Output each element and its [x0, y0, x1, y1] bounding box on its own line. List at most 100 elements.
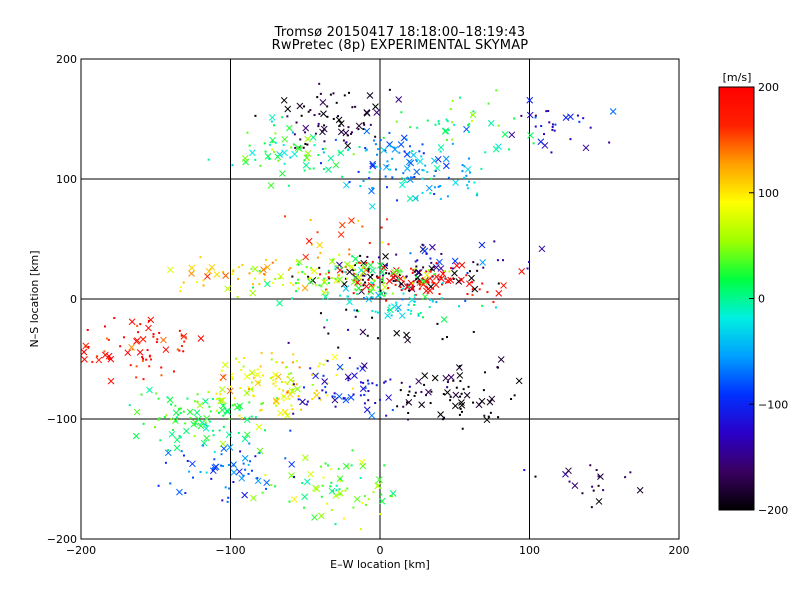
data-point	[420, 279, 423, 282]
data-point	[146, 349, 149, 352]
data-point	[142, 422, 145, 425]
data-point	[353, 309, 356, 312]
data-point-x	[429, 243, 436, 251]
data-point-x	[284, 105, 292, 113]
data-point-x	[274, 153, 282, 161]
data-point-x	[285, 124, 293, 132]
data-point	[478, 288, 481, 291]
data-point	[419, 283, 422, 286]
data-point	[254, 455, 257, 458]
data-point	[283, 162, 286, 165]
data-point	[188, 470, 191, 473]
data-point-x	[167, 266, 174, 274]
data-point	[160, 366, 163, 369]
data-point	[389, 168, 392, 171]
data-point	[385, 264, 388, 267]
data-point	[396, 199, 399, 202]
data-point	[553, 129, 556, 132]
data-point	[392, 292, 395, 295]
data-point-x	[60, 347, 66, 353]
data-point	[178, 434, 181, 437]
data-point-x	[288, 387, 296, 395]
data-point	[441, 418, 444, 421]
data-point	[497, 282, 500, 285]
data-point	[311, 373, 314, 376]
data-point-x	[226, 387, 234, 395]
data-point	[324, 391, 327, 394]
data-point-x	[332, 161, 340, 169]
data-point	[430, 390, 433, 393]
data-point	[248, 442, 251, 445]
data-point	[390, 272, 393, 275]
data-point	[286, 115, 289, 118]
data-point	[295, 383, 298, 386]
data-point	[272, 281, 275, 284]
axis-ticks: −200 −100 0 100 200 −200 −100 0 100 200	[47, 53, 690, 557]
data-point	[265, 487, 268, 490]
data-point	[395, 253, 398, 256]
data-point	[361, 501, 364, 504]
data-point	[297, 263, 300, 266]
data-point	[368, 177, 371, 180]
data-point-x	[147, 316, 155, 324]
data-point	[413, 294, 416, 297]
data-point	[194, 422, 197, 425]
data-point	[371, 316, 374, 319]
data-point-x	[337, 128, 345, 136]
data-point	[250, 415, 253, 418]
data-point	[271, 140, 274, 143]
data-point	[388, 272, 391, 275]
data-point-x	[423, 271, 431, 279]
data-point-x	[312, 372, 319, 380]
data-point	[256, 477, 259, 480]
data-point	[390, 314, 393, 317]
data-point	[359, 394, 362, 397]
plot-frame	[80, 58, 680, 540]
data-point	[399, 286, 402, 289]
data-point	[408, 390, 411, 393]
data-point-x	[353, 495, 361, 503]
data-point-x	[420, 278, 428, 285]
data-point	[402, 292, 405, 295]
data-point	[309, 218, 312, 221]
data-point-x	[272, 397, 280, 405]
data-point-x	[176, 488, 183, 496]
data-point	[326, 105, 329, 108]
data-point	[258, 269, 261, 272]
data-point	[337, 115, 340, 118]
data-point	[297, 398, 300, 401]
data-point	[416, 126, 419, 129]
data-point	[429, 257, 432, 260]
data-point	[362, 128, 365, 131]
data-point	[550, 151, 553, 154]
data-point	[417, 280, 420, 283]
data-point-x	[425, 184, 433, 192]
data-point-x	[526, 96, 534, 104]
data-point-x	[437, 411, 444, 418]
data-point	[410, 267, 413, 270]
data-point	[339, 493, 342, 496]
data-point-x	[335, 116, 343, 124]
data-point-x	[325, 166, 332, 173]
data-point	[318, 284, 321, 287]
data-point-x	[249, 289, 257, 297]
data-point	[278, 387, 281, 390]
data-point	[280, 381, 283, 384]
data-point-x	[336, 489, 344, 497]
data-point	[300, 408, 303, 411]
data-point	[327, 464, 330, 467]
data-point	[231, 404, 234, 407]
data-point	[179, 411, 182, 414]
data-point-x	[188, 264, 196, 272]
data-point	[165, 414, 168, 417]
data-point-x	[196, 401, 204, 409]
data-point	[220, 369, 223, 372]
data-point	[256, 368, 259, 371]
data-point	[465, 174, 468, 177]
data-point	[377, 311, 380, 314]
data-point-x	[254, 371, 261, 379]
data-point	[540, 124, 543, 127]
data-point	[182, 410, 185, 413]
data-point	[247, 463, 250, 466]
data-point	[414, 158, 417, 161]
